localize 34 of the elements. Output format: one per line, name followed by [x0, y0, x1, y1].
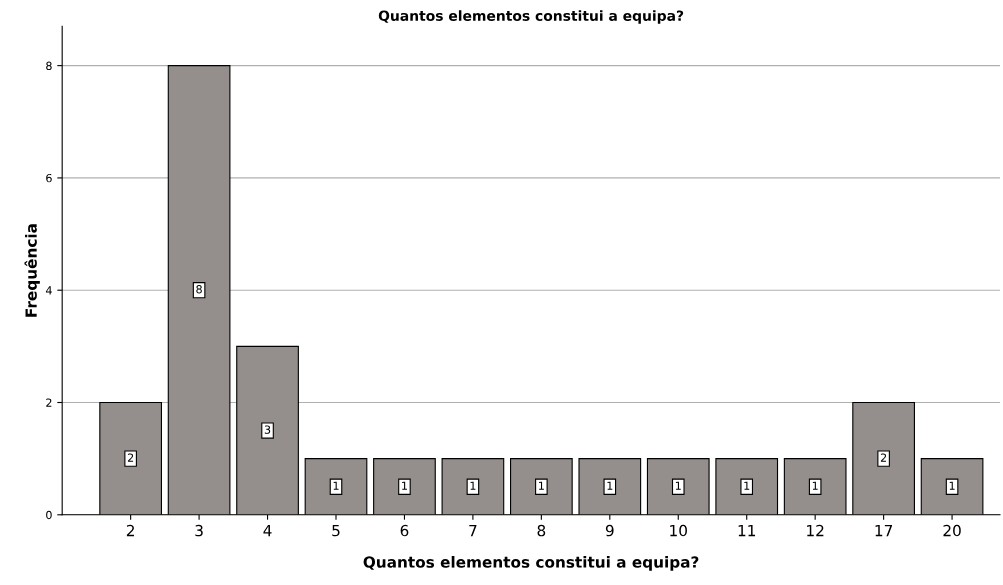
chart-title: Quantos elementos constitui a equipa? — [378, 10, 684, 24]
data-label: 1 — [744, 481, 750, 490]
data-label: 1 — [675, 481, 681, 490]
y-tick-label: 6 — [46, 173, 52, 183]
x-tick-label: 2 — [126, 524, 134, 537]
x-axis-title: Quantos elementos constitui a equipa? — [363, 555, 699, 571]
data-label: 1 — [470, 481, 476, 490]
x-tick-label: 12 — [807, 524, 824, 537]
x-tick-label: 6 — [400, 524, 409, 537]
data-label: 1 — [949, 481, 955, 490]
y-axis-title: Frequência — [24, 224, 40, 317]
x-tick-label: 9 — [605, 524, 614, 537]
data-label: 1 — [333, 481, 339, 490]
x-tick-label: 7 — [469, 524, 477, 537]
x-tick-label: 3 — [195, 524, 203, 537]
x-tick-label: 10 — [670, 524, 687, 537]
x-tick-label: 20 — [943, 524, 961, 537]
data-label: 8 — [196, 285, 202, 294]
data-label: 1 — [607, 481, 613, 490]
data-label: 2 — [127, 453, 134, 462]
data-label: 1 — [539, 481, 544, 490]
data-label: 1 — [812, 481, 818, 490]
x-tick-label: 4 — [263, 524, 272, 537]
x-tick-label: 11 — [738, 524, 756, 537]
y-tick-label: 0 — [46, 510, 52, 520]
x-tick-label: 5 — [332, 524, 340, 537]
x-tick-label: 17 — [875, 524, 893, 537]
data-label: 2 — [880, 453, 887, 462]
x-tick-label: 8 — [537, 524, 546, 537]
y-tick-label: 2 — [46, 398, 52, 407]
y-tick-label: 4 — [45, 286, 52, 295]
data-label: 3 — [264, 425, 271, 434]
y-tick-label: 8 — [46, 61, 52, 71]
data-label: 1 — [402, 481, 407, 490]
